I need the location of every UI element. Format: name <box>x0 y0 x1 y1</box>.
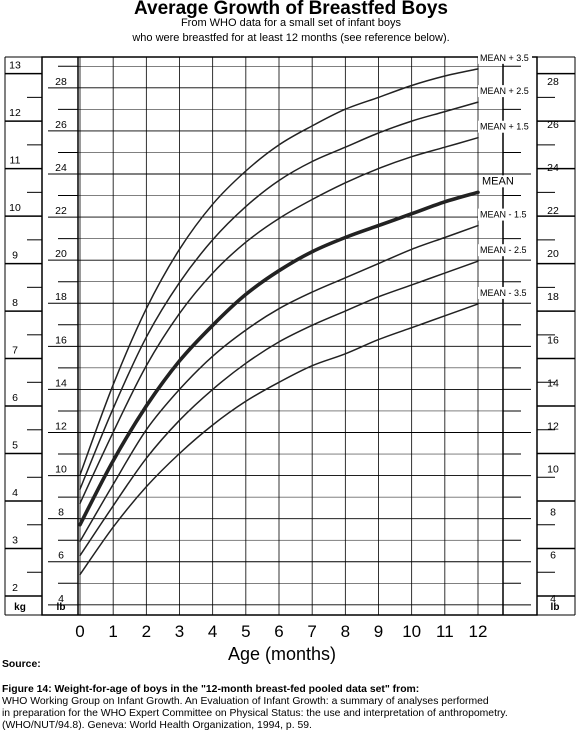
lb-tick-label-left-6: 6 <box>58 550 64 562</box>
kg-tick-label-10: 10 <box>9 202 21 214</box>
x-tick-label-6: 6 <box>274 622 283 641</box>
x-tick-label-1: 1 <box>108 622 117 641</box>
lb-tick-label-left-26: 26 <box>55 119 67 131</box>
lb-tick-label-left-20: 20 <box>55 248 67 260</box>
series-line-mean-2-5 <box>79 101 479 490</box>
lb-unit-label-right: lb <box>551 602 560 613</box>
series-label-mean: MEAN <box>482 175 514 187</box>
series-label-mean-2-5: MEAN - 2.5 <box>480 245 527 255</box>
lb-tick-label-right-8: 8 <box>550 507 556 519</box>
lb-tick-label-left-14: 14 <box>55 377 67 389</box>
kg-tick-label-6: 6 <box>12 392 18 404</box>
series-label-mean-2-5: MEAN + 2.5 <box>480 86 529 96</box>
chart-subtitle-line2: who were breastfed for at least 12 month… <box>132 32 450 44</box>
x-tick-label-8: 8 <box>341 622 350 641</box>
series-label-mean-1-5: MEAN - 1.5 <box>480 210 527 220</box>
kg-tick-label-9: 9 <box>12 250 18 262</box>
lb-tick-label-right-26: 26 <box>547 119 559 131</box>
x-tick-label-4: 4 <box>208 622 217 641</box>
lb-tick-label-left-22: 22 <box>55 205 67 217</box>
x-tick-label-0: 0 <box>75 622 84 641</box>
series-label-bg-mean-2-5 <box>478 244 532 257</box>
reference-line-1: WHO Working Group on Infant Growth. An E… <box>2 696 489 707</box>
series-line-mean-2-5 <box>79 260 479 557</box>
chart-subtitle-line1: From WHO data for a small set of infant … <box>180 17 402 29</box>
kg-tick-label-11: 11 <box>10 155 21 167</box>
x-tick-label-11: 11 <box>436 622 454 641</box>
kg-tick-label-7: 7 <box>12 345 18 357</box>
lb-tick-label-left-18: 18 <box>55 291 67 303</box>
kg-tick-label-2: 2 <box>12 582 18 594</box>
x-tick-label-12: 12 <box>469 622 488 641</box>
lb-tick-label-right-28: 28 <box>547 76 559 88</box>
kg-tick-label-12: 12 <box>9 107 21 119</box>
series-line-mean-3-5 <box>79 68 479 476</box>
x-tick-label-9: 9 <box>374 622 383 641</box>
lb-tick-label-left-24: 24 <box>55 162 67 174</box>
lb-tick-label-right-14: 14 <box>547 377 559 389</box>
kg-unit-label: kg <box>14 602 26 613</box>
lb-tick-label-right-6: 6 <box>550 550 556 562</box>
lb-unit-label-left: lb <box>57 602 66 613</box>
lb-tick-label-left-28: 28 <box>55 76 67 88</box>
series-label-bg-mean-1-5 <box>478 120 532 133</box>
series-label-mean-3-5: MEAN - 3.5 <box>480 288 527 298</box>
lb-tick-label-right-12: 12 <box>547 420 559 432</box>
x-tick-label-5: 5 <box>241 622 250 641</box>
kg-tick-label-4: 4 <box>12 487 18 499</box>
x-tick-label-7: 7 <box>307 622 316 641</box>
x-tick-label-2: 2 <box>142 622 151 641</box>
series-label-bg-mean-3-5 <box>478 51 532 64</box>
figure-caption: Figure 14: Weight-for-age of boys in the… <box>2 684 420 695</box>
lb-tick-label-left-16: 16 <box>55 334 67 346</box>
kg-tick-label-5: 5 <box>12 440 18 452</box>
x-axis-label: Age (months) <box>228 644 336 664</box>
lb-tick-label-right-24: 24 <box>547 162 559 174</box>
chart-frame <box>41 56 538 616</box>
lb-tick-label-left-8: 8 <box>58 507 64 519</box>
x-tick-label-3: 3 <box>175 622 184 641</box>
lb-tick-label-right-16: 16 <box>547 334 559 346</box>
lb-tick-label-right-20: 20 <box>547 248 559 260</box>
lb-tick-label-right-18: 18 <box>547 291 559 303</box>
lb-tick-label-left-4: 4 <box>58 593 64 605</box>
series-label-bg-mean <box>480 175 520 188</box>
series-label-mean-3-5: MEAN + 3.5 <box>480 53 529 63</box>
series-line-mean <box>78 190 480 527</box>
lb-tick-label-left-12: 12 <box>55 420 67 432</box>
series-label-bg-mean-3-5 <box>478 286 532 299</box>
series-label-bg-mean-1-5 <box>478 208 532 221</box>
kg-tick-label-8: 8 <box>12 297 18 309</box>
lb-tick-label-right-10: 10 <box>547 464 559 476</box>
series-line-mean-1-5 <box>79 224 479 543</box>
lb-tick-label-right-4: 4 <box>550 593 556 605</box>
lb-tick-label-left-10: 10 <box>55 464 67 476</box>
reference-block: Figure 14: Weight-for-age of boys in the… <box>2 684 508 732</box>
series-label-bg-mean-2-5 <box>478 85 532 98</box>
kg-tick-label-13: 13 <box>9 60 21 72</box>
series-line-mean-3-5 <box>79 303 479 576</box>
reference-line-3: (WHO/NUT/94.8). Geneva: World Health Org… <box>2 720 312 731</box>
series-line-mean-1-5 <box>79 136 479 505</box>
lb-tick-label-right-22: 22 <box>547 205 559 217</box>
source-label: Source: <box>2 659 41 670</box>
x-tick-label-10: 10 <box>402 622 421 641</box>
chart-title: Average Growth of Breastfed Boys <box>134 0 448 19</box>
kg-tick-label-3: 3 <box>12 535 18 547</box>
reference-line-2: in preparation for the WHO Expert Commit… <box>2 708 508 719</box>
series-label-mean-1-5: MEAN + 1.5 <box>480 122 529 132</box>
